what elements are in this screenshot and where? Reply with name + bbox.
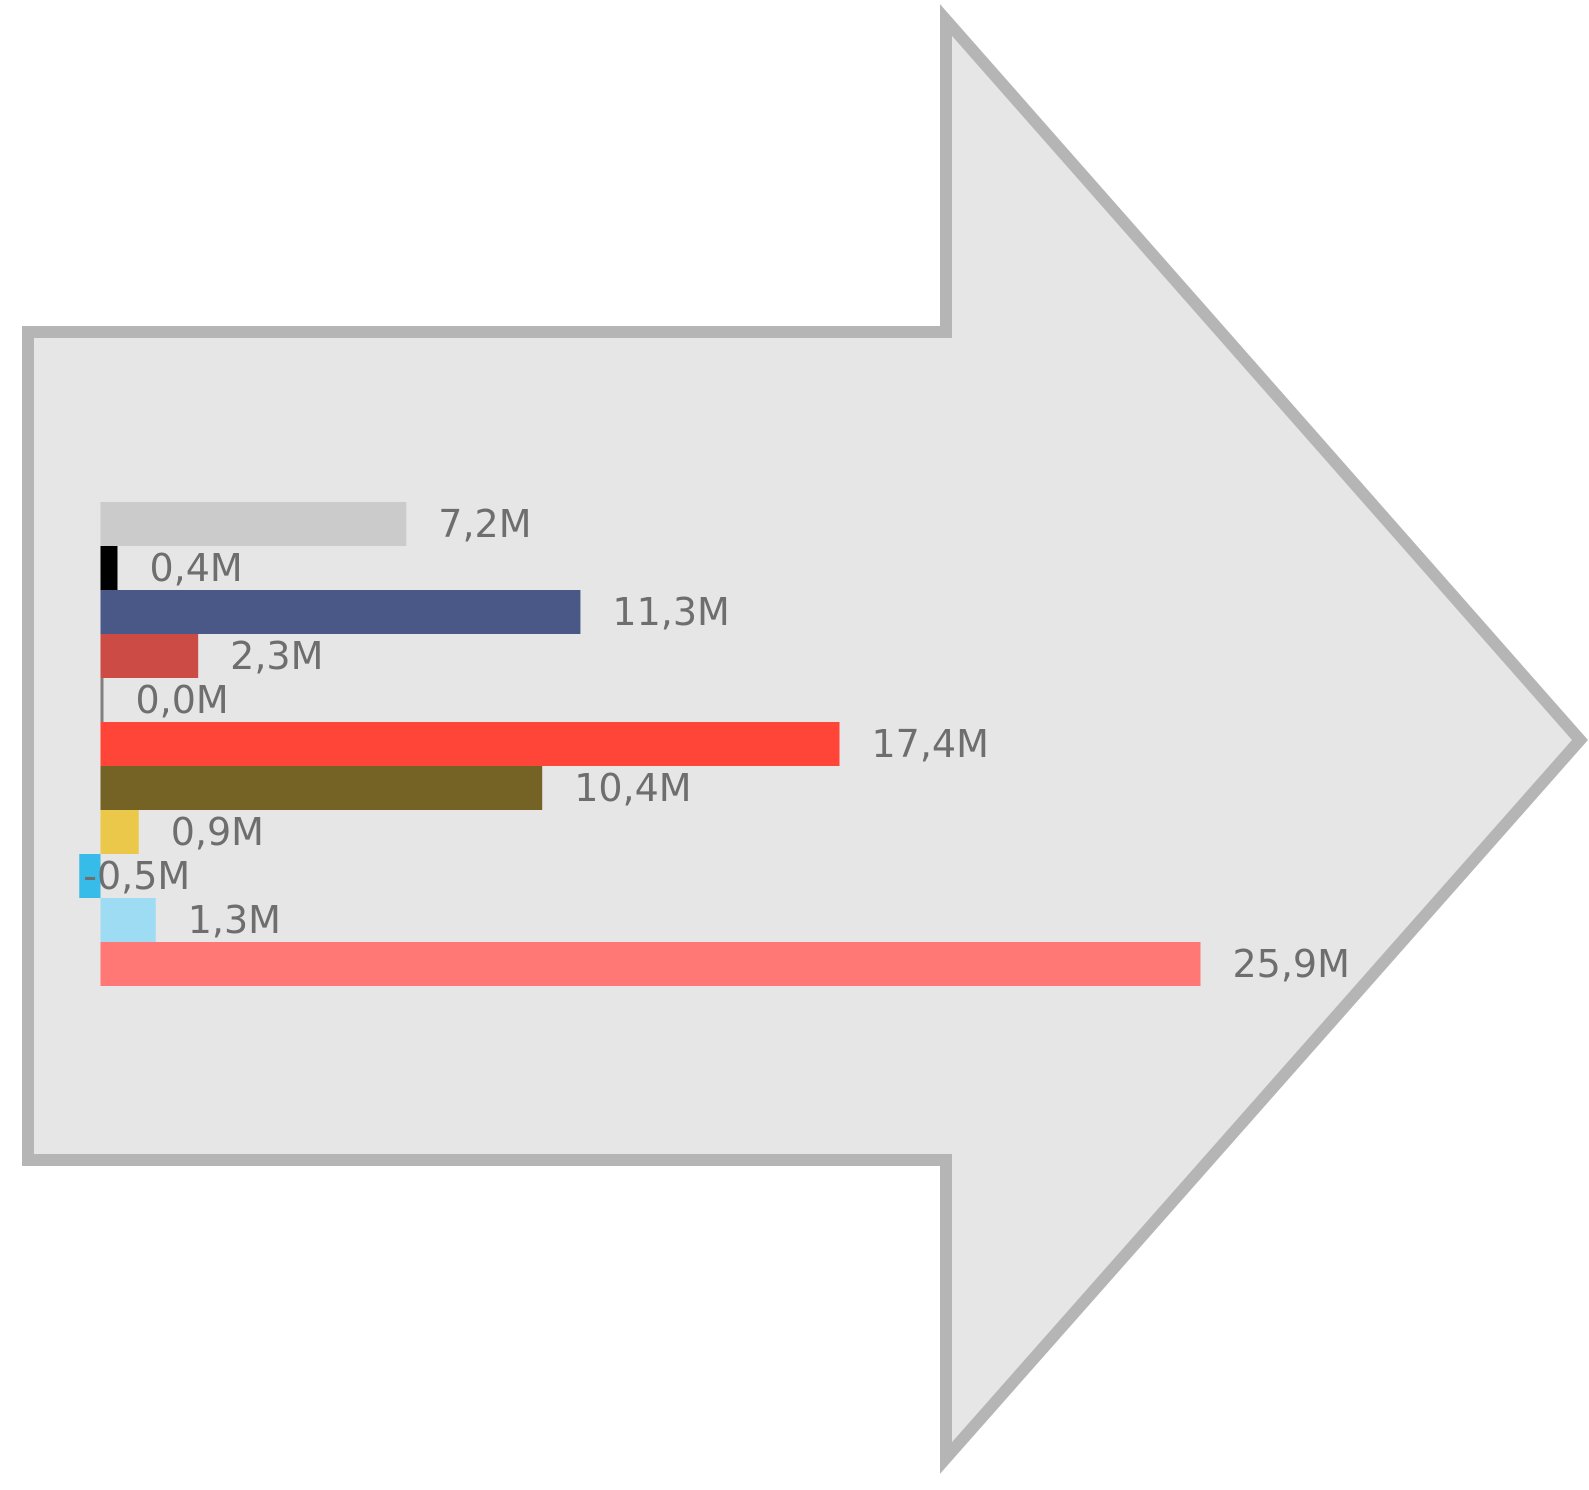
bar-9: [79, 854, 101, 898]
data-label-8: 0,9M: [171, 810, 264, 854]
data-label-10: 1,3M: [188, 898, 281, 942]
bars-group: [79, 502, 1201, 986]
data-label-4: 2,3M: [230, 634, 323, 678]
bar-7: [100, 766, 543, 810]
bar-11: [100, 942, 1201, 986]
bar-6: [100, 722, 840, 766]
bar-1: [100, 502, 407, 546]
bar-5: [100, 678, 104, 722]
bar-3: [100, 590, 581, 634]
data-label-6: 17,4M: [871, 722, 988, 766]
data-label-2: 0,4M: [149, 546, 242, 590]
data-label-11: 25,9M: [1233, 942, 1350, 986]
data-label-3: 11,3M: [612, 590, 729, 634]
bar-4: [100, 634, 199, 678]
data-label-7: 10,4M: [574, 766, 691, 810]
data-labels-group: 7,2M 0,4M 11,3M 2,3M0,0M 17,4M 10,4M 0,9M-0,5M…: [83, 502, 1350, 986]
data-label-1: 7,2M: [438, 502, 531, 546]
bar-8: [100, 810, 139, 854]
data-label-5: 0,0M: [136, 678, 229, 722]
data-label-9: -0,5M: [83, 854, 190, 898]
bar-2: [100, 546, 118, 590]
bar-10: [100, 898, 156, 942]
